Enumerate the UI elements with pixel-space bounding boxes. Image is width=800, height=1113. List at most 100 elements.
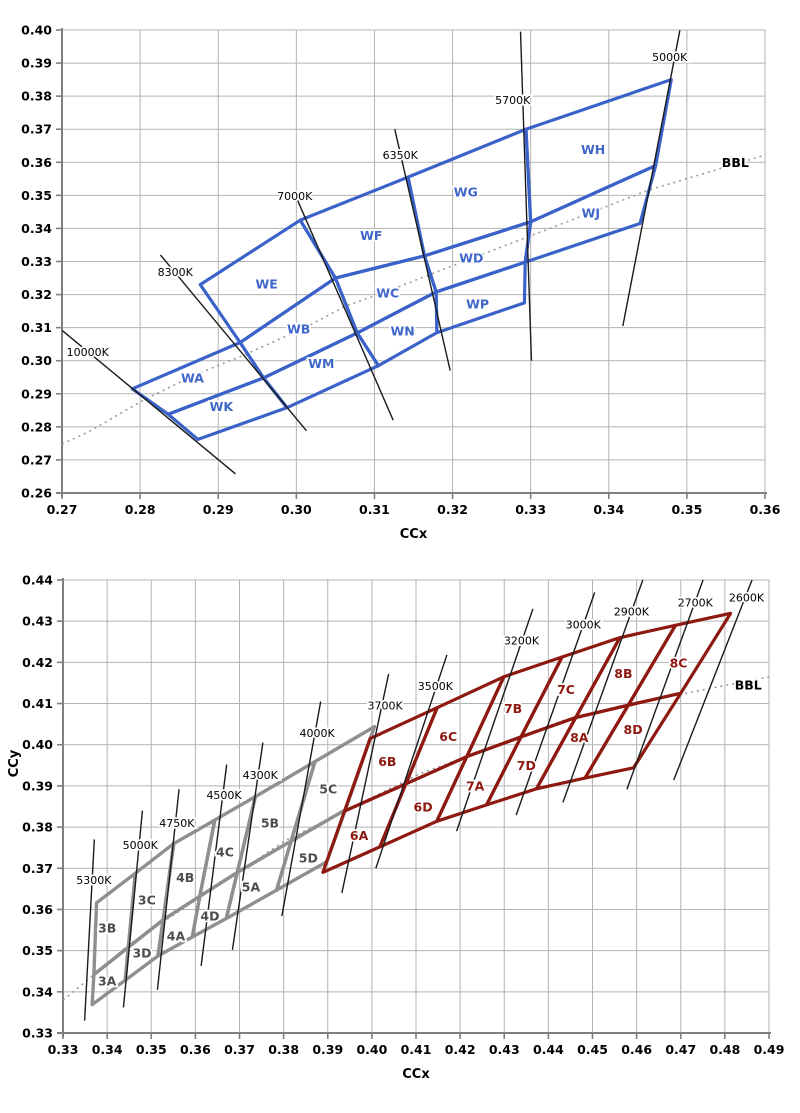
bin-label-WB: WB xyxy=(287,321,310,336)
bin-label-7C: 7C xyxy=(557,682,575,697)
bin-label-WF: WF xyxy=(360,228,382,243)
x-tick-label: 0.46 xyxy=(621,1042,652,1057)
cct-line-3000K xyxy=(515,592,596,816)
y-tick-label: 0.37 xyxy=(22,861,53,876)
bin-label-WA: WA xyxy=(181,371,204,386)
y-tick-label: 0.27 xyxy=(21,452,52,467)
cct-label-2600K: 2600K xyxy=(729,592,765,605)
bin-label-4A: 4A xyxy=(167,928,186,943)
x-tick-label: 0.40 xyxy=(356,1042,387,1057)
cct-line-3200K xyxy=(455,608,534,832)
bin-label-7A: 7A xyxy=(466,778,485,793)
y-tick-label: 0.36 xyxy=(21,155,52,170)
cct-label-3200K: 3200K xyxy=(504,635,540,648)
bbl-curve xyxy=(62,154,765,445)
axes xyxy=(56,28,767,497)
warm-white-bins xyxy=(321,611,733,874)
y-tick-label: 0.33 xyxy=(21,254,52,269)
x-tick-label: 0.29 xyxy=(203,502,234,517)
x-tick-label: 0.27 xyxy=(47,502,78,517)
y-tick-label: 0.39 xyxy=(22,778,53,793)
bin-WP xyxy=(434,260,527,335)
y-tick-label: 0.42 xyxy=(22,655,53,670)
cct-line-6350K xyxy=(394,129,451,371)
cct-line-5000K xyxy=(122,810,144,1008)
x-tick-label: 0.35 xyxy=(136,1042,167,1057)
x-tick-label: 0.36 xyxy=(180,1042,211,1057)
cct-label-2900K: 2900K xyxy=(614,606,650,619)
x-tick-label: 0.30 xyxy=(281,502,312,517)
y-tick-label: 0.41 xyxy=(22,696,53,711)
neutral-warm-white-bin-chart: 0.44 0.43 0.42 0.41 0.40 0.39 0.38 0.37 0.36 0.35… xyxy=(7,573,784,1083)
bin-label-7D: 7D xyxy=(517,758,536,773)
y-tick-label: 0.44 xyxy=(22,573,53,588)
cct-line-5300K xyxy=(83,839,96,1021)
bin-label-WC: WC xyxy=(376,285,399,300)
cct-lines xyxy=(83,580,753,1021)
y-tick-label: 0.33 xyxy=(22,1026,53,1041)
bin-label-8C: 8C xyxy=(670,655,688,670)
x-tick-label: 0.47 xyxy=(665,1042,696,1057)
cct-label-8300K: 8300K xyxy=(158,266,194,279)
bin-label-WM: WM xyxy=(308,356,334,371)
y-tick-label: 0.29 xyxy=(21,386,52,401)
cct-label-5700K: 5700K xyxy=(495,94,531,107)
cct-label-2700K: 2700K xyxy=(678,597,714,610)
cct-label-5000K: 5000K xyxy=(652,51,688,64)
cct-label-4750K: 4750K xyxy=(159,817,195,830)
cct-line-4300K xyxy=(231,742,264,950)
bin-label-WP: WP xyxy=(466,296,489,311)
cct-line-7000K xyxy=(293,191,394,421)
y-tick-label: 0.43 xyxy=(22,614,53,629)
bin-label-WK: WK xyxy=(210,399,235,414)
y-tick-label: 0.32 xyxy=(21,287,52,302)
cool-white-bin-chart: 0.40 0.39 0.38 0.37 0.36 0.35 0.34 0.33 0.32 0.31… xyxy=(21,23,781,543)
x-tick-label: 0.39 xyxy=(312,1042,343,1057)
cct-label-4300K: 4300K xyxy=(243,769,279,782)
x-axis-title: CCx xyxy=(402,1067,430,1082)
bin-label-6A: 6A xyxy=(350,828,369,843)
plot-area xyxy=(63,580,769,1021)
x-tick-label: 0.35 xyxy=(671,502,702,517)
x-tick-label: 0.28 xyxy=(125,502,156,517)
bbl-label: BBL xyxy=(722,155,749,170)
cct-label-4500K: 4500K xyxy=(206,789,242,802)
cct-line-3500K xyxy=(375,654,448,869)
x-tick-label: 0.34 xyxy=(593,502,624,517)
x-tick-label: 0.41 xyxy=(401,1042,432,1057)
cct-line-4000K xyxy=(281,701,322,917)
grid xyxy=(61,29,766,494)
y-tick-label: 0.34 xyxy=(21,221,52,236)
cct-label-5300K: 5300K xyxy=(76,874,112,887)
bin-label-4B: 4B xyxy=(176,870,194,885)
cool-white-bins xyxy=(130,78,673,442)
x-tick-label: 0.33 xyxy=(515,502,546,517)
cct-line-3700K xyxy=(341,673,390,894)
cct-label-10000K: 10000K xyxy=(67,346,110,359)
bin-label-WG: WG xyxy=(454,185,478,200)
bin-label-8D: 8D xyxy=(624,722,643,737)
x-tick-label: 0.43 xyxy=(489,1042,520,1057)
x-tick-label: 0.44 xyxy=(533,1042,564,1057)
bin-label-WN: WN xyxy=(390,323,414,338)
neutral-white-bins xyxy=(90,724,377,1007)
cct-label-6350K: 6350K xyxy=(383,149,419,162)
y-tick-label: 0.35 xyxy=(21,188,52,203)
bin-WJ xyxy=(523,163,658,264)
y-tick-label: 0.34 xyxy=(22,984,53,999)
cct-line-8300K xyxy=(159,254,308,432)
y-tick-label: 0.35 xyxy=(22,943,53,958)
y-axis-title: CCy xyxy=(7,749,22,777)
bin-label-3D: 3D xyxy=(132,946,151,961)
cct-label-4000K: 4000K xyxy=(300,727,336,740)
x-tick-label: 0.37 xyxy=(224,1042,255,1057)
bin-label-WJ: WJ xyxy=(582,206,600,221)
x-tick-label: 0.42 xyxy=(445,1042,476,1057)
x-tick-label: 0.36 xyxy=(750,502,781,517)
bin-label-3C: 3C xyxy=(138,892,156,907)
bin-label-4C: 4C xyxy=(216,844,234,859)
cct-label-5000K: 5000K xyxy=(123,839,159,852)
cct-lines xyxy=(62,30,681,475)
